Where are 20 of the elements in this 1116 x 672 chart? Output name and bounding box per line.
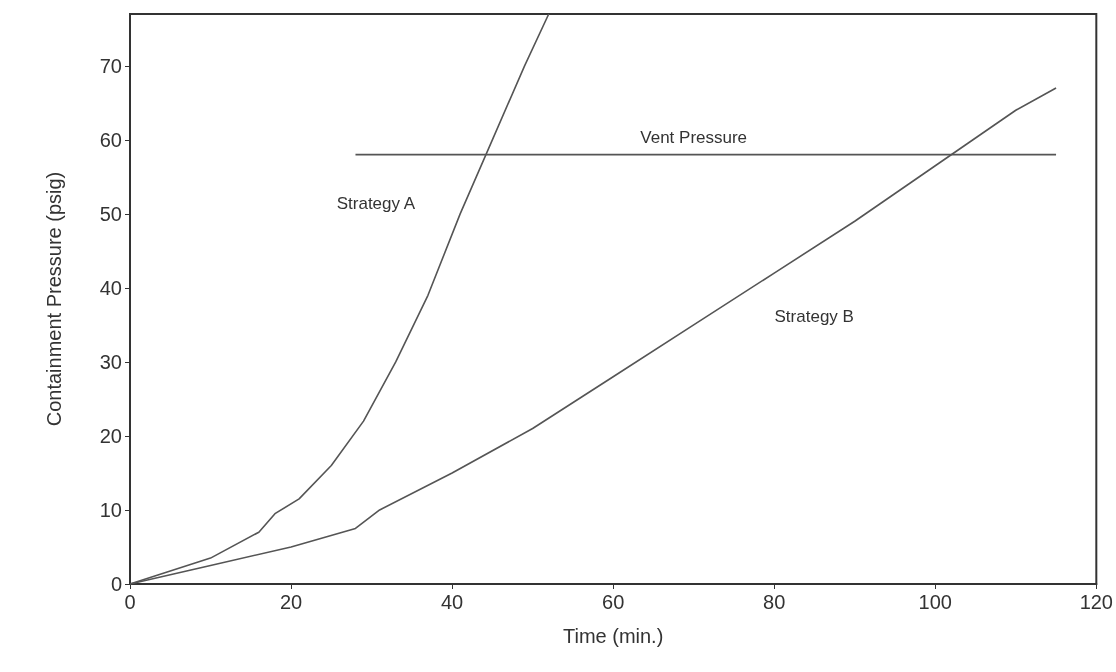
- y-tick-label: 60: [99, 128, 122, 151]
- text: Strategy A: [336, 194, 416, 214]
- x-tick-label: 20: [279, 591, 303, 613]
- y-tick-label: 10: [99, 498, 122, 521]
- series-label: Vent Pressure: [640, 127, 748, 147]
- y-tick-label: 50: [99, 202, 122, 225]
- x-axis-title: Time (min.): [562, 625, 664, 647]
- y-tick-label: 0: [110, 573, 122, 595]
- x-tick-label: 40: [440, 591, 464, 613]
- x-tick-label: 120: [1079, 591, 1113, 613]
- x-tick-label: 80: [763, 591, 786, 613]
- x-tick-label: 60: [602, 591, 625, 613]
- series-label: Strategy B: [774, 307, 854, 327]
- y-axis-title: Containment Pressure (psig): [43, 171, 65, 427]
- x-tick-label: 0: [124, 591, 136, 613]
- y-tick-label: 40: [99, 276, 122, 299]
- x-tick-label: 100: [918, 591, 952, 613]
- y-tick-label: 70: [99, 54, 122, 77]
- y-tick-label: 30: [99, 350, 122, 373]
- y-tick-label: 20: [99, 424, 122, 447]
